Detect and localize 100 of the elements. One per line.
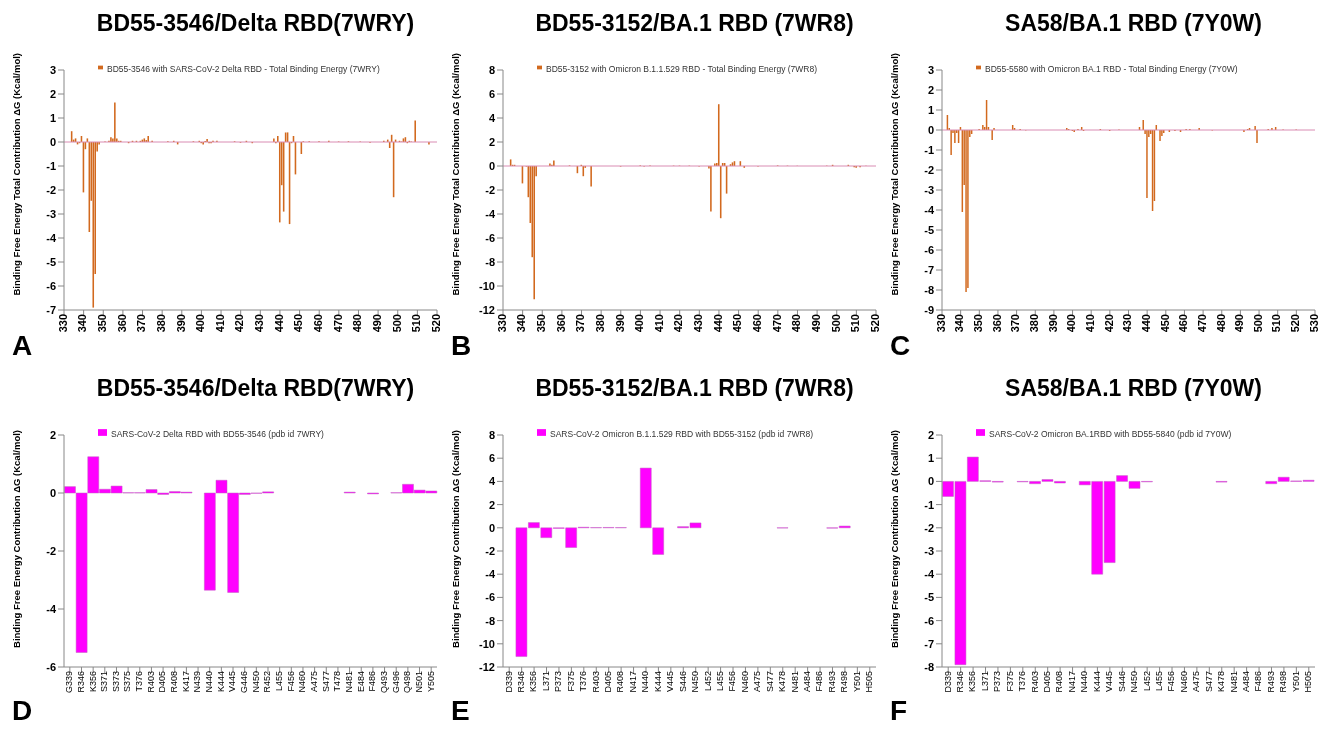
y-tick-label: -8 — [924, 283, 934, 296]
x-tick-label: A484 — [1241, 671, 1252, 693]
y-tick-label: 6 — [488, 87, 495, 100]
x-tick-label: 500 — [829, 314, 842, 333]
chart-title: SA58/BA.1 RBD (7Y0W) — [1004, 375, 1263, 403]
x-tick-label: K444 — [652, 671, 663, 693]
x-tick-label: L455 — [274, 671, 285, 692]
legend-label: SARS-CoV-2 Omicron BA.1RBD with BD55-5840 (pdb id 7Y0W) — [989, 429, 1232, 439]
y-tick-label: 2 — [927, 83, 934, 96]
y-tick-label: -4 — [46, 602, 57, 615]
y-axis-title: Binding Free Energy Contribution ΔG (Kcal/mol) — [888, 430, 900, 648]
y-tick-label: -1 — [46, 159, 56, 172]
x-tick-label: T376 — [134, 671, 145, 692]
x-tick-label: V445 — [227, 671, 238, 693]
y-tick-label: -7 — [924, 263, 934, 276]
y-axis-title: Binding Free Energy Total Contribution ΔG (Kcal/mol) — [10, 52, 22, 296]
x-tick-label: F486 — [814, 671, 825, 692]
y-tick-label: -12 — [479, 303, 495, 316]
x-tick-label: 480 — [790, 314, 803, 333]
y-tick-label: 3 — [927, 63, 934, 76]
x-tick-label: 440 — [1139, 314, 1152, 333]
x-tick-label: G496 — [390, 671, 401, 694]
x-tick-label: D405 — [603, 671, 614, 693]
y-tick-label: -5 — [924, 223, 934, 236]
text: E — [451, 695, 470, 727]
y-tick-label: -6 — [924, 243, 934, 256]
y-tick-label: -10 — [479, 637, 495, 650]
x-tick-label: S477 — [764, 671, 775, 693]
x-tick-label: N440 — [1079, 671, 1090, 693]
x-tick-label: 460 — [312, 314, 325, 333]
y-tick-label: -6 — [46, 660, 56, 673]
x-tick-label: F486 — [1253, 671, 1264, 692]
y-tick-label: 2 — [49, 428, 56, 441]
y-tick-label: 3 — [49, 63, 56, 76]
y-tick-label: -4 — [924, 568, 935, 581]
x-tick-label: Y505 — [425, 671, 436, 693]
x-tick-label: R408 — [169, 671, 180, 693]
x-tick-label: 400 — [194, 314, 207, 333]
x-tick-label: N417 — [1066, 671, 1077, 693]
x-tick-label: 470 — [770, 314, 783, 333]
y-tick-label: -12 — [479, 660, 495, 673]
y-tick-label: 1 — [927, 452, 934, 465]
x-tick-label: E484 — [355, 671, 366, 693]
x-tick-label: 400 — [633, 314, 646, 333]
x-tick-label: L371 — [540, 671, 551, 692]
chart-title: BD55-3152/BA.1 RBD (7WR8) — [534, 375, 855, 403]
x-tick-label: N460 — [1178, 671, 1189, 693]
y-tick-label: -6 — [485, 231, 495, 244]
y-tick-label: 4 — [488, 475, 496, 488]
legend-label: BD55-3152 with Omicron B.1.1.529 RBD - Total Binding Energy (7WR8) — [546, 64, 818, 74]
x-tick-label: 350 — [96, 314, 109, 333]
x-tick-label: R493 — [1265, 671, 1276, 693]
y-tick-label: 4 — [488, 111, 496, 124]
x-tick-label: Q498 — [402, 671, 413, 694]
x-tick-label: 530 — [1307, 314, 1320, 333]
legend-label: BD55-5580 with Omicron BA.1 RBD - Total Binding Energy (7Y0W) — [985, 64, 1238, 74]
x-tick-label: 340 — [515, 314, 528, 333]
x-tick-label: R346 — [516, 671, 527, 693]
x-tick-label: S373 — [110, 671, 121, 693]
x-tick-label: 450 — [1158, 314, 1171, 333]
x-tick-label: R403 — [590, 671, 601, 693]
x-tick-label: F375 — [1004, 671, 1015, 692]
y-tick-label: -8 — [485, 255, 495, 268]
x-tick-label: S477 — [320, 671, 331, 693]
y-axis-title: Binding Free Energy Total Contribution ΔG (Kcal/mol) — [888, 52, 900, 296]
x-tick-label: L452 — [1141, 671, 1152, 692]
x-tick-label: 460 — [751, 314, 764, 333]
x-tick-label: F486 — [367, 671, 378, 692]
x-tick-label: 440 — [272, 314, 285, 333]
x-tick-label: N481 — [1228, 671, 1239, 693]
x-tick-label: 420 — [233, 314, 246, 333]
x-tick-label: 420 — [1102, 314, 1115, 333]
x-tick-label: 490 — [809, 314, 822, 333]
x-tick-label: 510 — [410, 314, 423, 333]
x-tick-label: 470 — [1195, 314, 1208, 333]
x-tick-label: R493 — [826, 671, 837, 693]
x-tick-label: 510 — [1270, 314, 1283, 333]
x-tick-label: 500 — [1251, 314, 1264, 333]
x-tick-label: 380 — [1028, 314, 1041, 333]
x-tick-label: 460 — [1177, 314, 1190, 333]
x-tick-label: D339 — [503, 671, 514, 693]
y-tick-label: 8 — [488, 428, 495, 441]
y-tick-label: -3 — [46, 207, 56, 220]
x-tick-label: 400 — [1065, 314, 1078, 333]
chart-title: BD55-3546/Delta RBD(7WRY) — [95, 10, 416, 38]
x-tick-label: L455 — [1153, 671, 1164, 692]
x-tick-label: N440 — [640, 671, 651, 693]
x-tick-label: P373 — [992, 671, 1003, 693]
y-tick-label: -4 — [924, 203, 935, 216]
x-tick-label: G446 — [239, 671, 250, 694]
x-tick-label: H505 — [1303, 671, 1314, 693]
x-tick-label: K444 — [215, 671, 226, 693]
x-tick-label: 430 — [1121, 314, 1134, 333]
legend-label: BD55-3546 with SARS-CoV-2 Delta RBD - Total Binding Energy (7WRY) — [107, 64, 380, 74]
chart-title: SA58/BA.1 RBD (7Y0W) — [1004, 10, 1263, 38]
x-tick-label: R346 — [75, 671, 86, 693]
y-axis-title: Binding Free Energy Contribution ΔG (Kcal/mol) — [10, 430, 22, 648]
text: B — [451, 330, 472, 362]
y-tick-label: -4 — [46, 231, 57, 244]
x-tick-label: N460 — [297, 671, 308, 693]
